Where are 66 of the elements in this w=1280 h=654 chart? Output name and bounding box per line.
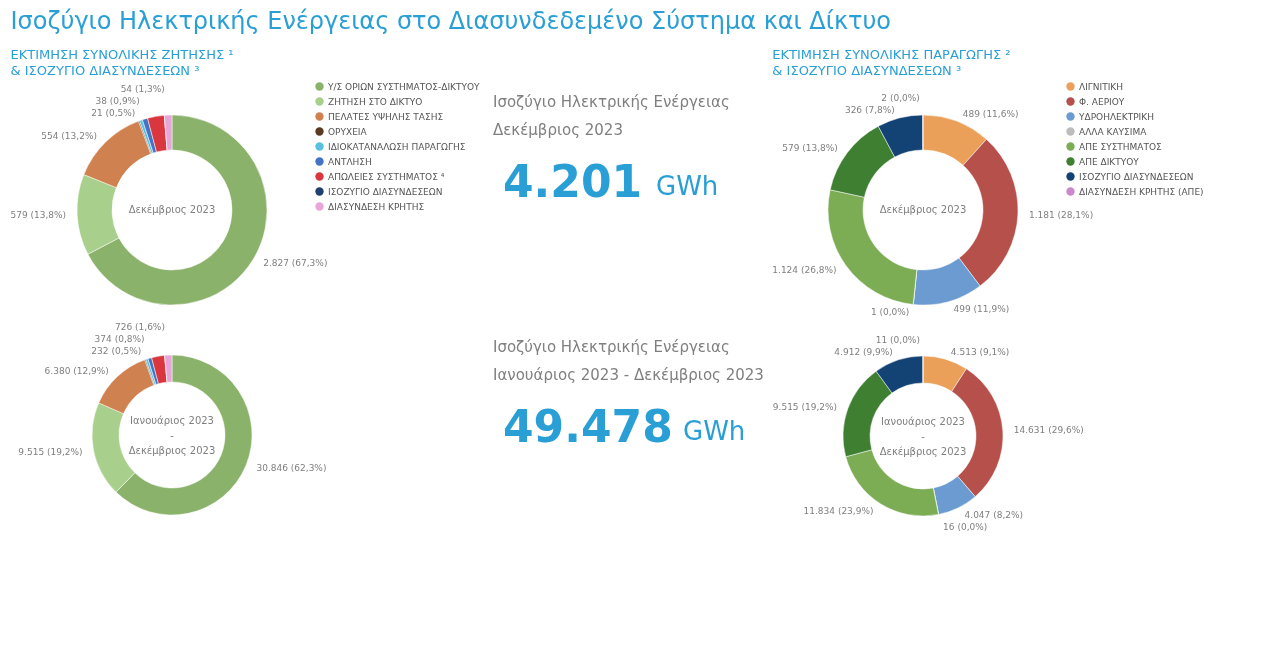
data-label: 4.047 (8,2%) [964, 510, 1024, 521]
data-label: 2.827 (67,3%) [263, 258, 328, 269]
data-label: 499 (11,9%) [953, 304, 1010, 315]
text: Ιανουάριος 2023 [130, 415, 214, 426]
legend-label: Υ/Σ ΟΡΙΩΝ ΣΥΣΤΗΜΑΤΟΣ-ΔΙΚΤΥΟΥ [327, 81, 481, 92]
legend-label: ΛΙΓΝΙΤΙΚΗ [1079, 81, 1124, 92]
data-label: 11 (0,0%) [875, 335, 920, 346]
legend-label: ΔΙΑΣΥΝΔΕΣΗ ΚΡΗΤΗΣ (ΑΠΕ) [1079, 186, 1204, 197]
data-label: 232 (0,5%) [91, 346, 142, 357]
data-label: 579 (13,8%) [10, 210, 67, 221]
text: Δεκέμβριος 2023 [128, 445, 216, 456]
data-label: 14.631 (29,6%) [1013, 424, 1084, 435]
text: Ιανουάριος 2023 - Δεκέμβριος 2023 [493, 366, 764, 384]
text: - [921, 431, 926, 442]
text: Ισοζύγιο Ηλεκτρικής Ενέργειας [493, 338, 730, 356]
text: Ισοζύγιο Ηλεκτρικής Ενέργειας [493, 93, 730, 111]
legend-label: ΑΠΕ ΣΥΣΤΗΜΑΤΟΣ [1079, 141, 1163, 152]
text: GWh [656, 171, 719, 201]
legend-label: Φ. ΑΕΡΙΟΥ [1079, 96, 1125, 107]
text: - [170, 430, 175, 441]
data-label: 6.380 (12,9%) [44, 365, 109, 376]
data-label: 726 (1,6%) [115, 322, 165, 333]
data-label: 4.912 (9,9%) [834, 347, 893, 358]
chart-title: ΕΚΤΙΜΗΣΗ ΣΥΝΟΛΙΚΗΣ ΖΗΤΗΣΗΣ ¹ [10, 47, 234, 62]
data-label: 16 (0,0%) [943, 522, 988, 533]
data-label: 30.846 (62,3%) [256, 463, 327, 474]
data-label: 1.124 (26,8%) [772, 265, 837, 276]
legend-label: ΖΗΤΗΣΗ ΣΤΟ ΔΙΚΤΥΟ [328, 96, 423, 107]
text: Δεκέμβριος 2023 [879, 204, 967, 215]
text: 4.201 [503, 156, 643, 207]
data-label: 374 (0,8%) [94, 334, 145, 345]
text: 49.478 [503, 401, 673, 452]
text: Ισοζύγιο Ηλεκτρικής Ενέργειας στο Διασυνδεδεμένο Σύστημα και Δίκτυο [10, 7, 892, 35]
data-label: 4.513 (9,1%) [950, 346, 1010, 357]
data-label: 9.515 (19,2%) [18, 446, 83, 457]
data-label: 326 (7,8%) [844, 105, 895, 116]
legend-label: ΙΣΟΖΥΓΙΟ ΔΙΑΣΥΝΔΕΣΕΩΝ [328, 186, 443, 197]
text: Δεκέμβριος 2023 [879, 446, 967, 457]
data-label: 9.515 (19,2%) [772, 401, 838, 412]
data-label: 579 (13,8%) [782, 142, 838, 153]
data-label: 489 (11,6%) [962, 108, 1019, 119]
legend-label: ΥΔΡΟΗΛΕΚΤΡΙΚΗ [1078, 111, 1154, 122]
legend-label: ΟΡΥΧΕΙΑ [328, 126, 368, 137]
legend-label: ΙΣΟΖΥΓΙΟ ΔΙΑΣΥΝΔΕΣΕΩΝ [1079, 171, 1194, 182]
data-label: 21 (0,5%) [91, 107, 136, 118]
chart-subtitle: & ΙΣΟΖΥΓΙΟ ΔΙΑΣΥΝΔΕΣΕΩΝ ³ [10, 63, 200, 78]
text: Ιανουάριος 2023 [881, 416, 965, 427]
text: Δεκέμβριος 2023 [493, 121, 623, 139]
data-label: 38 (0,9%) [95, 95, 140, 106]
legend-label: ΙΔΙΟΚΑΤΑΝΑΛΩΣΗ ΠΑΡΑΓΩΓΗΣ [328, 141, 466, 152]
legend-label: ΔΙΑΣΥΝΔΕΣΗ ΚΡΗΤΗΣ [328, 201, 425, 212]
data-label: 2 (0,0%) [881, 93, 920, 104]
legend-label: ΑΝΤΛΗΣΗ [328, 156, 372, 167]
legend-label: ΠΕΛΑΤΕΣ ΥΨΗΛΗΣ ΤΑΣΗΣ [328, 111, 444, 122]
data-label: 54 (1,3%) [120, 83, 165, 94]
text: GWh [683, 416, 746, 446]
legend-label: ΑΠΩΛΕΙΕΣ ΣΥΣΤΗΜΑΤΟΣ ⁴ [328, 171, 445, 182]
chart-title: ΕΚΤΙΜΗΣΗ ΣΥΝΟΛΙΚΗΣ ΠΑΡΑΓΩΓΗΣ ² [772, 47, 1011, 62]
text: Δεκέμβριος 2023 [128, 204, 216, 215]
chart-subtitle: & ΙΣΟΖΥΓΙΟ ΔΙΑΣΥΝΔΕΣΕΩΝ ³ [772, 63, 962, 78]
legend-label: ΑΠΕ ΔΙΚΤΥΟΥ [1079, 156, 1140, 167]
data-label: 554 (13,2%) [41, 131, 97, 142]
legend-label: ΑΛΛΑ ΚΑΥΣΙΜΑ [1079, 126, 1148, 137]
data-label: 11.834 (23,9%) [803, 505, 874, 516]
data-label: 1.181 (28,1%) [1028, 209, 1094, 220]
data-label: 1 (0,0%) [870, 307, 910, 318]
